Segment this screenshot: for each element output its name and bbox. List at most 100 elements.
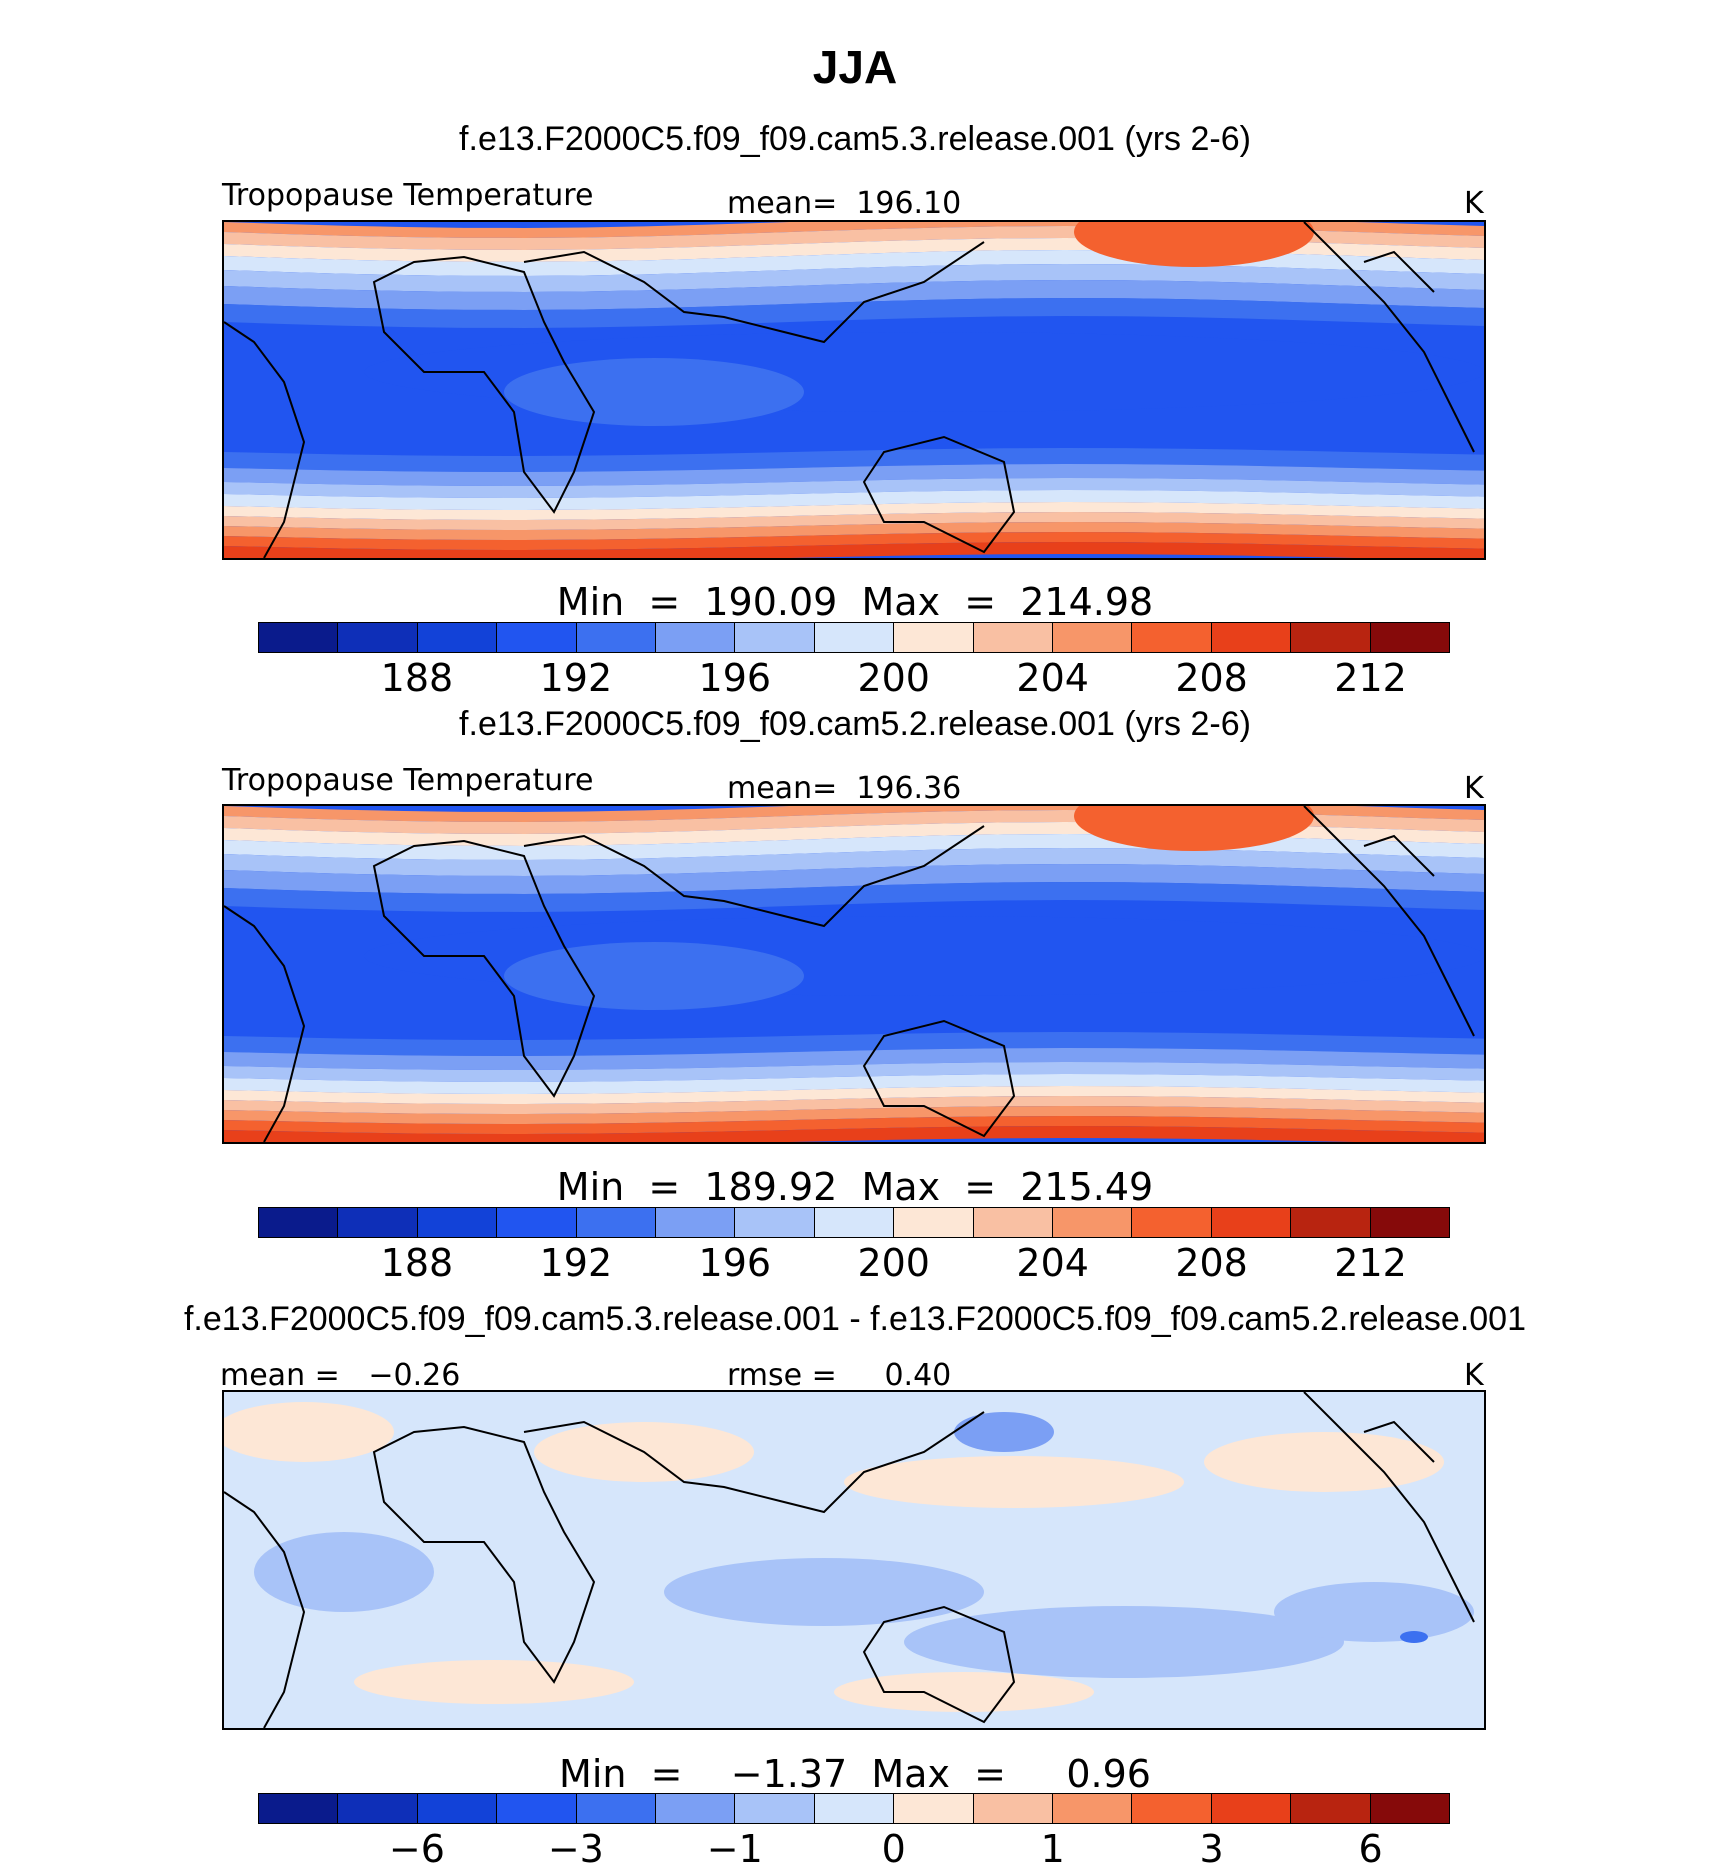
panel3-colorbar-ticks: −6 −3 −1 0 1 3 6 xyxy=(0,1827,1710,1871)
panel2-coastline xyxy=(223,905,306,1143)
panel3-colorbar-box xyxy=(338,1794,418,1823)
panel2-colorbar-box xyxy=(1291,1208,1371,1237)
panel2-colorbar-box xyxy=(735,1208,815,1237)
panel3-coastline xyxy=(1303,1391,1475,1623)
panel2-colorbar-tick: 188 xyxy=(380,1241,454,1285)
panel1-colorbar-tick: 196 xyxy=(698,656,772,700)
panel2-contour-band xyxy=(224,1032,1484,1056)
panel1-colorbar-tick: 208 xyxy=(1175,656,1248,700)
panel2-contour-band xyxy=(224,1106,1484,1124)
panel3-units: K xyxy=(1464,1358,1484,1393)
panel3-contour-region xyxy=(354,1660,634,1704)
panel2-contour-band xyxy=(224,1086,1484,1104)
panel3-colorbar-box xyxy=(1132,1794,1212,1823)
panel3-colorbar-box xyxy=(1291,1794,1371,1823)
panel2-warm-anomaly xyxy=(504,942,804,1010)
panel3-colorbar-box xyxy=(1053,1794,1133,1823)
panel2-contour-band xyxy=(224,1074,1484,1094)
panel2-map-svg xyxy=(223,781,1484,1146)
panel1-colorbar-box xyxy=(417,623,498,652)
panel3-colorbar-box xyxy=(656,1794,736,1823)
panel1-minmax: Min = 190.09 Max = 214.98 xyxy=(556,580,1154,624)
panel3-colorbar-tick: −3 xyxy=(547,1827,604,1871)
panel2-contour-band xyxy=(224,1116,1484,1134)
panel1-colorbar-tick: 212 xyxy=(1334,656,1407,700)
panel2-colorbar-tick: 200 xyxy=(857,1241,930,1285)
panel1-colorbar-box xyxy=(973,623,1054,652)
panel3-colorbar-box xyxy=(259,1794,339,1823)
panel1-colorbar-tick: 188 xyxy=(380,656,454,700)
panel1-warm-anomaly xyxy=(504,358,804,426)
panel3-contour-region xyxy=(844,1456,1184,1508)
panel1-contour-band xyxy=(224,502,1484,520)
panel3-colorbar-box xyxy=(497,1794,577,1823)
panel3-contour-region xyxy=(1400,1631,1428,1643)
panel1-contour-band xyxy=(224,532,1484,550)
panel3-colorbar xyxy=(258,1793,1450,1824)
panel3-colorbar-tick: 6 xyxy=(1358,1827,1383,1871)
panel1-contour-band xyxy=(224,490,1484,510)
panel2-units: K xyxy=(1464,771,1484,806)
panel2-colorbar-box xyxy=(1211,1208,1292,1237)
panel2-colorbar-tick: 196 xyxy=(698,1241,772,1285)
panel3-map xyxy=(214,1390,1486,1730)
panel1-contour-band xyxy=(224,264,1484,292)
panel3-colorbar-box xyxy=(576,1794,657,1823)
panel1-colorbar-box xyxy=(1132,623,1212,652)
panel3-colorbar-box xyxy=(894,1794,974,1823)
panel2-contour-band xyxy=(224,848,1484,876)
panel2-colorbar-box xyxy=(814,1208,895,1237)
panel1-colorbar-box xyxy=(1053,623,1133,652)
panel2-colorbar-box xyxy=(1370,1208,1450,1237)
panel2-colorbar-box xyxy=(1132,1208,1212,1237)
panel1-colorbar-box xyxy=(735,623,815,652)
panel1-map-svg xyxy=(223,197,1484,562)
panel1-colorbar-box xyxy=(338,623,418,652)
panel3-colorbar-tick: 0 xyxy=(881,1827,906,1871)
panel2-title: f.e13.F2000C5.f09_f09.cam5.2.release.001… xyxy=(459,705,1251,743)
main-title: JJA xyxy=(812,41,898,93)
panel3-coastline xyxy=(372,1425,596,1684)
panel2-colorbar-ticks: 188 192 196 200 204 208 212 xyxy=(0,1241,1710,1285)
panel1-contour-band xyxy=(224,280,1484,310)
panel2-colorbar-box xyxy=(656,1208,736,1237)
panel2-coastline xyxy=(862,1019,1016,1138)
panel3-map-svg xyxy=(214,1391,1484,1729)
panel1-colorbar-box xyxy=(814,623,895,652)
panel3-colorbar-tick: 1 xyxy=(1040,1827,1065,1871)
panel2-mean-label: mean= 196.36 xyxy=(727,771,962,806)
panel3-contour-region xyxy=(1204,1432,1444,1492)
panel1-contour-band xyxy=(224,542,1484,562)
panel3-mean-label: mean = −0.26 xyxy=(220,1358,461,1393)
panel2-colorbar-box xyxy=(1053,1208,1133,1237)
panel3-coastline xyxy=(223,1491,306,1729)
panel1-units: K xyxy=(1464,186,1484,221)
panel1-colorbar-box xyxy=(656,623,736,652)
panel3-colorbar-tick: −1 xyxy=(706,1827,763,1871)
panel1-colorbar-box xyxy=(497,623,577,652)
panel3-colorbar-box xyxy=(1211,1794,1292,1823)
panel1-colorbar-tick: 204 xyxy=(1016,656,1089,700)
panel2-colorbar-box xyxy=(417,1208,498,1237)
panel1-map xyxy=(222,197,1486,562)
panel1-coastline xyxy=(862,435,1016,554)
panel2-contour-band xyxy=(224,1126,1484,1146)
panel1-coastline xyxy=(223,321,306,559)
panel2-colorbar-tick: 208 xyxy=(1175,1241,1248,1285)
panel2-colorbar-tick: 212 xyxy=(1334,1241,1407,1285)
panel2-minmax: Min = 189.92 Max = 215.49 xyxy=(556,1165,1154,1209)
panel3-coastline xyxy=(523,1411,985,1514)
panel2-colorbar-tick: 192 xyxy=(539,1241,613,1285)
panel3-colorbar-tick: 3 xyxy=(1199,1827,1224,1871)
panel1-colorbar-tick: 192 xyxy=(539,656,613,700)
panel3-colorbar-box xyxy=(735,1794,815,1823)
panel3-contour-region xyxy=(214,1402,394,1462)
panel3-coastline xyxy=(862,1605,1016,1724)
panel1-colorbar-box xyxy=(1211,623,1292,652)
panel1-coastline xyxy=(372,255,596,514)
panel1-contour-band xyxy=(224,448,1484,472)
panel2-coastline xyxy=(1363,834,1435,877)
panel3-contour-region xyxy=(664,1558,984,1626)
panel1-title: f.e13.F2000C5.f09_f09.cam5.3.release.001… xyxy=(459,120,1251,158)
panel3-coastline xyxy=(1363,1420,1435,1463)
